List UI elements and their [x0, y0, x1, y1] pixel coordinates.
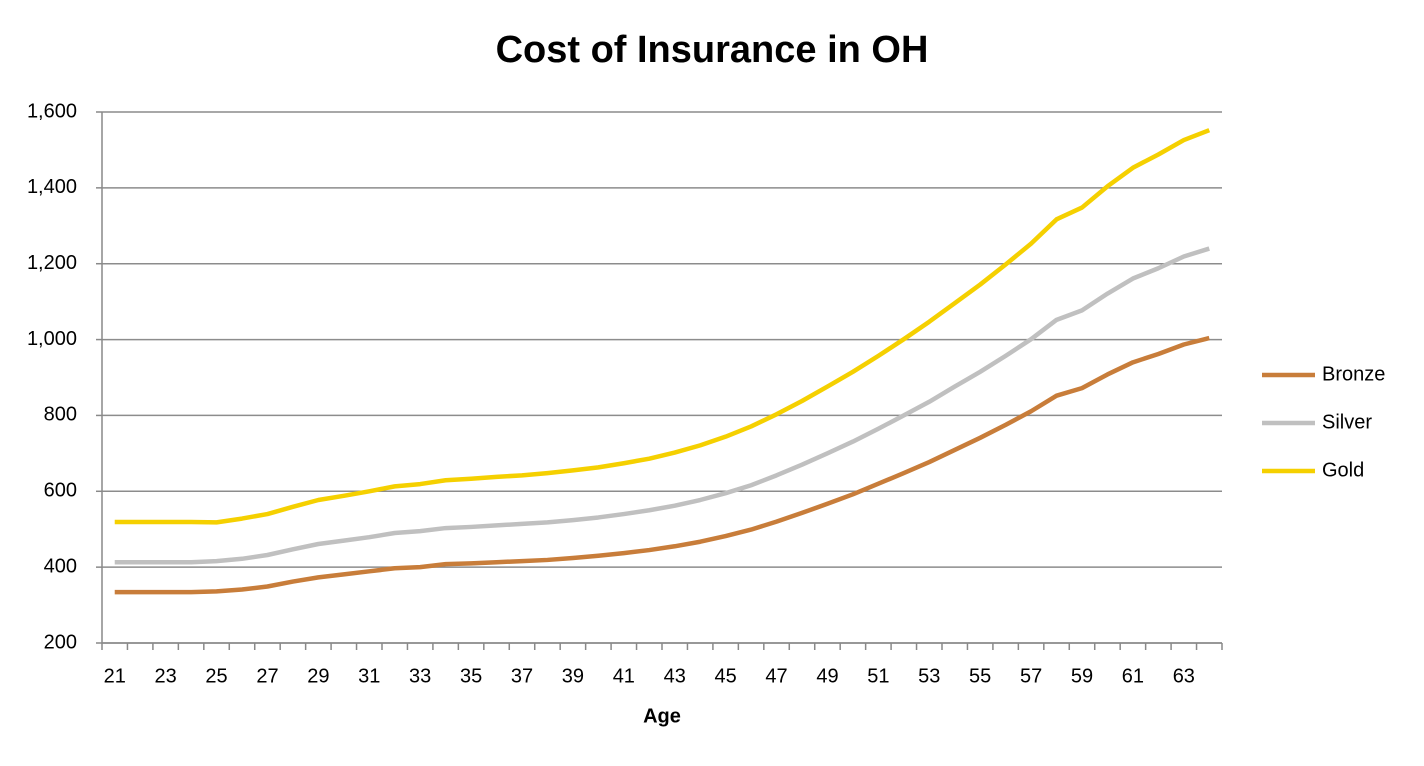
y-tick-label: 1,200: [27, 252, 77, 274]
legend-label: Bronze: [1322, 363, 1385, 385]
legend-label: Gold: [1322, 459, 1364, 481]
x-tick-label: 41: [613, 665, 635, 687]
chart-title: Cost of Insurance in OH: [496, 29, 929, 71]
x-tick-label: 35: [460, 665, 482, 687]
x-tick-label: 47: [765, 665, 787, 687]
y-tick-label: 200: [44, 631, 77, 653]
series-line: [114, 128, 1211, 525]
x-axis-title: Age: [643, 705, 681, 727]
x-tick-label: 59: [1071, 665, 1093, 687]
x-tick-label: 49: [816, 665, 838, 687]
y-tick-label: 400: [44, 555, 77, 577]
legend-label: Silver: [1322, 411, 1372, 433]
x-tick-label: 55: [969, 665, 991, 687]
x-tick-label: 51: [867, 665, 889, 687]
y-tick-label: 1,000: [27, 328, 77, 350]
x-tick-label: 21: [104, 665, 126, 687]
x-tick-label: 63: [1173, 665, 1195, 687]
x-tick-label: 45: [715, 665, 737, 687]
x-tick-label: 29: [307, 665, 329, 687]
x-tick-label: 25: [205, 665, 227, 687]
x-tick-label: 39: [562, 665, 584, 687]
y-tick-label: 1,400: [27, 176, 77, 198]
series-line: [114, 335, 1210, 595]
y-tick-label: 600: [44, 480, 77, 502]
x-tick-label: 61: [1122, 665, 1144, 687]
x-tick-label: 33: [409, 665, 431, 687]
x-tick-label: 53: [918, 665, 940, 687]
x-tick-label: 43: [664, 665, 686, 687]
x-tick-label: 57: [1020, 665, 1042, 687]
y-tick-label: 800: [44, 404, 77, 426]
series-line: [114, 246, 1210, 565]
y-tick-label: 1,600: [27, 100, 77, 122]
x-tick-label: 27: [256, 665, 278, 687]
x-tick-label: 31: [358, 665, 380, 687]
x-tick-label: 23: [155, 665, 177, 687]
x-tick-label: 37: [511, 665, 533, 687]
